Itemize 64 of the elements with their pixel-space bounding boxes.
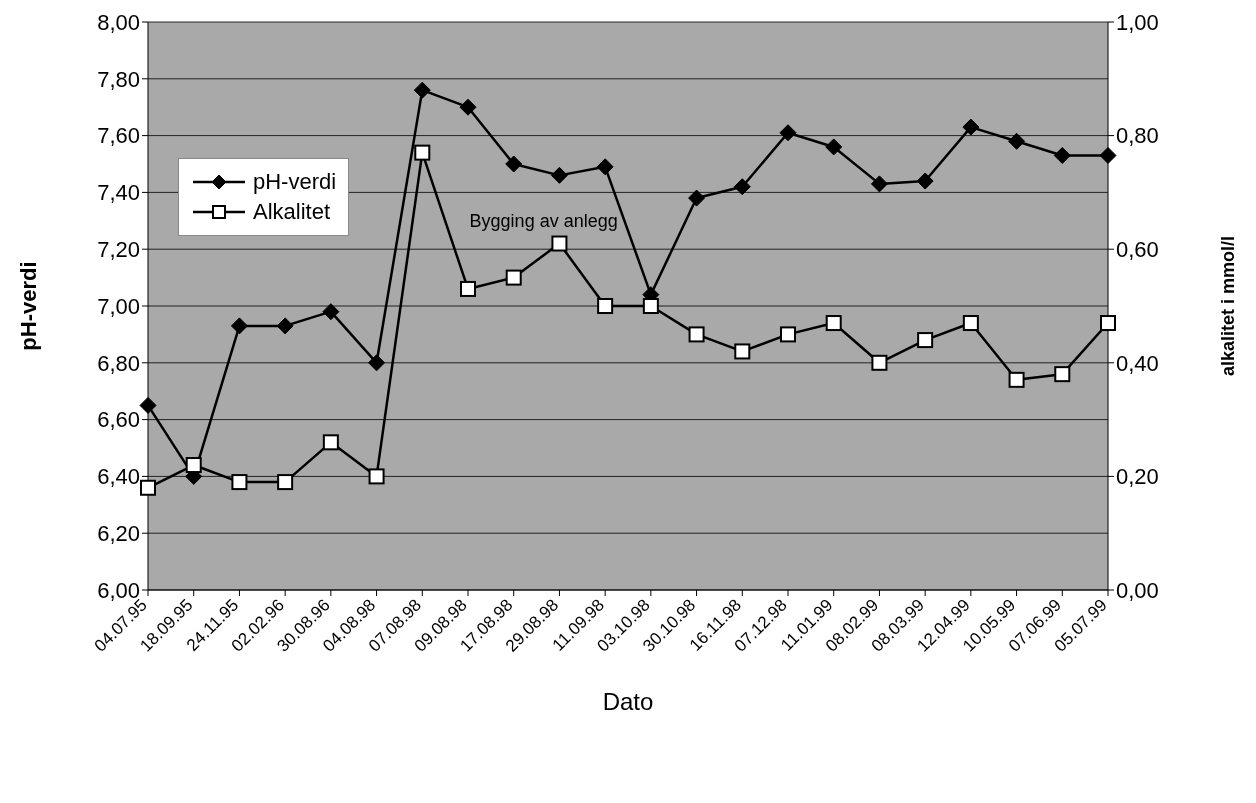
point <box>460 280 476 297</box>
y-tick-label: 7,20 <box>97 237 140 263</box>
point <box>276 317 294 335</box>
point <box>505 269 522 286</box>
point <box>230 317 248 335</box>
y2-axis-title: alkalitet i mmol/l <box>1218 235 1239 377</box>
y2-tick-label: 0,20 <box>1116 464 1159 490</box>
point <box>917 332 934 349</box>
point <box>1053 146 1071 164</box>
point <box>277 474 294 491</box>
y-axis-title: pH-verdi <box>15 261 41 351</box>
point <box>231 474 248 491</box>
point <box>1054 366 1071 383</box>
y-tick-label: 6,80 <box>97 350 140 376</box>
point <box>1008 132 1026 150</box>
y-tick-label: 6,60 <box>97 407 140 433</box>
point <box>368 354 386 372</box>
point <box>780 326 796 343</box>
point <box>413 81 431 99</box>
point <box>1099 146 1117 164</box>
y-tick-label: 7,40 <box>97 180 140 206</box>
point <box>733 178 751 196</box>
point <box>322 434 339 451</box>
point <box>916 172 934 190</box>
point <box>597 298 614 314</box>
y2-tick-label: 0,00 <box>1116 577 1159 603</box>
y2-tick-label: 1,00 <box>1116 9 1159 35</box>
y-tick-label: 7,60 <box>97 123 140 149</box>
point <box>962 315 979 332</box>
point <box>688 189 706 207</box>
annotation: Bygging av anlegg <box>469 209 618 232</box>
point <box>779 124 797 142</box>
point <box>139 396 157 414</box>
point <box>825 138 843 156</box>
point <box>1008 371 1025 388</box>
y-tick-label: 7,00 <box>97 293 140 319</box>
point <box>596 158 614 176</box>
point <box>870 175 888 193</box>
point <box>688 326 705 343</box>
point <box>734 343 751 360</box>
y-tick-label: 8,00 <box>97 9 140 35</box>
legend-label: Alkalitet <box>253 199 331 225</box>
point <box>551 235 568 252</box>
point <box>642 298 659 314</box>
y2-tick-label: 0,60 <box>1116 237 1159 263</box>
y2-tick-label: 0,40 <box>1116 350 1159 376</box>
point <box>322 303 340 321</box>
point <box>368 468 385 485</box>
point <box>871 354 888 371</box>
point <box>550 166 568 184</box>
point <box>140 479 156 496</box>
point <box>185 457 202 474</box>
legend-label: pH-verdi <box>253 169 337 195</box>
point <box>505 155 523 173</box>
x-axis-title: Dato <box>602 688 654 715</box>
point <box>825 315 842 332</box>
point <box>962 118 980 136</box>
point <box>459 98 477 116</box>
y-tick-label: 6,20 <box>97 521 140 547</box>
point <box>414 144 431 161</box>
y-tick-label: 7,80 <box>97 66 140 92</box>
point <box>1100 315 1116 332</box>
y2-tick-label: 0,80 <box>1116 123 1159 149</box>
y-tick-label: 6,40 <box>97 464 140 490</box>
